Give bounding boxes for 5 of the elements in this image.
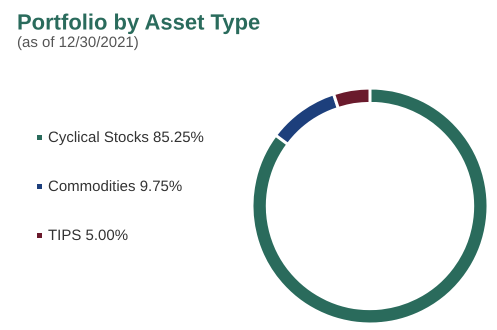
legend-label: TIPS 5.00% — [48, 227, 128, 244]
chart-title: Portfolio by Asset Type — [17, 10, 260, 34]
chart-subtitle: (as of 12/30/2021) — [17, 34, 139, 51]
legend-label: Commodities 9.75% — [48, 178, 182, 195]
legend-label: Cyclical Stocks 85.25% — [48, 129, 204, 146]
